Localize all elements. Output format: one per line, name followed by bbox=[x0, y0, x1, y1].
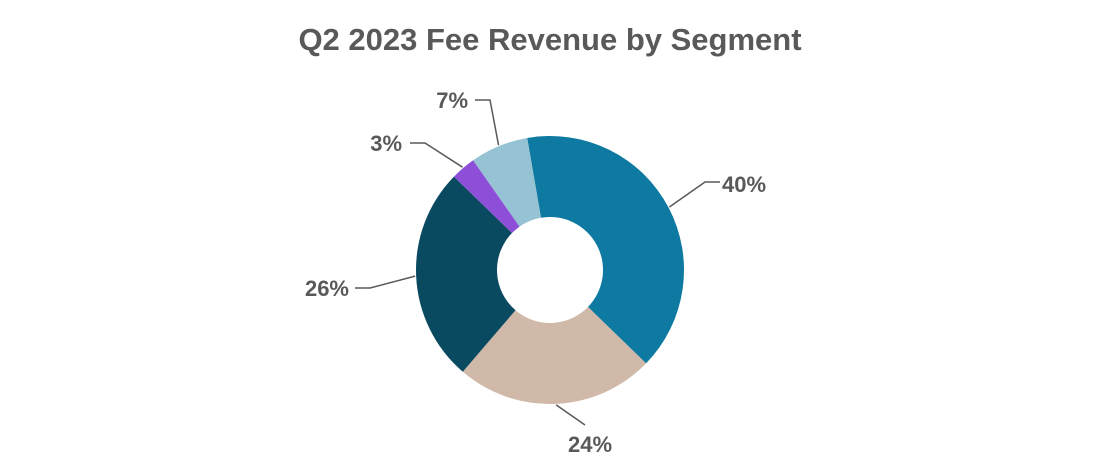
donut-slice bbox=[527, 136, 684, 364]
donut-slice bbox=[453, 160, 520, 234]
donut-slice bbox=[473, 137, 541, 227]
leader-line bbox=[555, 404, 586, 426]
leader-line bbox=[475, 99, 500, 146]
data-label: 7% bbox=[436, 88, 468, 113]
donut-slice bbox=[462, 306, 647, 404]
data-label: 3% bbox=[370, 131, 402, 156]
leader-line bbox=[668, 181, 720, 208]
leader-line bbox=[355, 275, 416, 289]
data-label: 40% bbox=[722, 172, 766, 197]
leader-line bbox=[410, 142, 463, 168]
data-label: 26% bbox=[305, 276, 349, 301]
data-label: 24% bbox=[568, 432, 612, 457]
donut-slice bbox=[416, 176, 516, 372]
chart-title: Q2 2023 Fee Revenue by Segment bbox=[298, 22, 802, 57]
